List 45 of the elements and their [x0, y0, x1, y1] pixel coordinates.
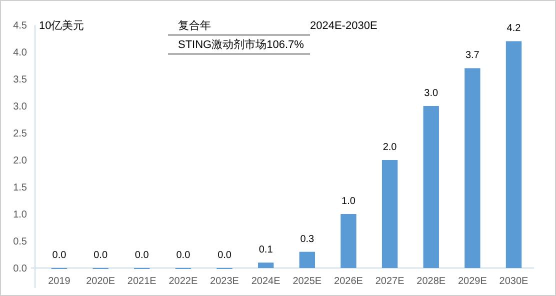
x-tick-label: 2025E [292, 276, 322, 287]
y-tick-label: 1.5 [13, 182, 28, 194]
data-label: 1.0 [342, 196, 356, 207]
bar [423, 106, 439, 268]
x-tick-label: 2026E [334, 276, 364, 287]
x-tick-label: 2028E [416, 276, 446, 287]
bar [382, 160, 398, 268]
y-tick-label: 3.5 [13, 74, 28, 86]
x-tick-label: 2024E [251, 276, 281, 287]
data-label: 3.7 [465, 50, 480, 62]
x-tick-label: 2027E [375, 276, 405, 287]
x-tick-label: 2019 [48, 276, 71, 287]
bar [506, 41, 522, 268]
bar [340, 214, 356, 268]
data-label: 3.0 [424, 88, 439, 99]
data-label: 0.0 [134, 250, 150, 261]
x-tick-label: 2023E [210, 276, 240, 287]
x-tick-label: 2030E [499, 276, 529, 287]
data-label: 0.0 [94, 250, 108, 261]
y-tick-label: 3.0 [13, 102, 28, 112]
data-label: 0.0 [218, 250, 232, 261]
y-tick-label: 4.5 [13, 20, 28, 32]
data-label: 2.0 [382, 142, 398, 153]
data-label: 0.0 [52, 250, 67, 261]
y-tick-label: 4.0 [13, 48, 28, 58]
y-tick-label: 2.0 [13, 156, 28, 166]
annotation: STING激动剂市场106.7% [178, 38, 304, 51]
y-tick-label: 1.0 [13, 210, 28, 220]
bar [258, 262, 274, 268]
x-tick-label: 2020E [86, 276, 116, 287]
x-tick-label: 2029E [458, 276, 488, 287]
y-tick-label: 0.0 [13, 264, 28, 274]
bar [299, 252, 316, 268]
annotation: 2024E-2030E [310, 20, 378, 32]
x-tick-label: 2022E [168, 276, 198, 287]
y-axis-title: 10亿美元 [39, 19, 84, 32]
bar [464, 68, 480, 268]
y-tick-label: 2.5 [13, 128, 28, 140]
data-label: 0.0 [176, 250, 191, 261]
x-tick-label: 2021E [127, 276, 157, 287]
data-label: 0.1 [258, 244, 274, 256]
annotation: 复合年 [178, 19, 211, 32]
data-label: 0.3 [300, 234, 315, 245]
data-label: 4.2 [506, 23, 522, 34]
y-tick-label: 0.5 [13, 236, 28, 248]
